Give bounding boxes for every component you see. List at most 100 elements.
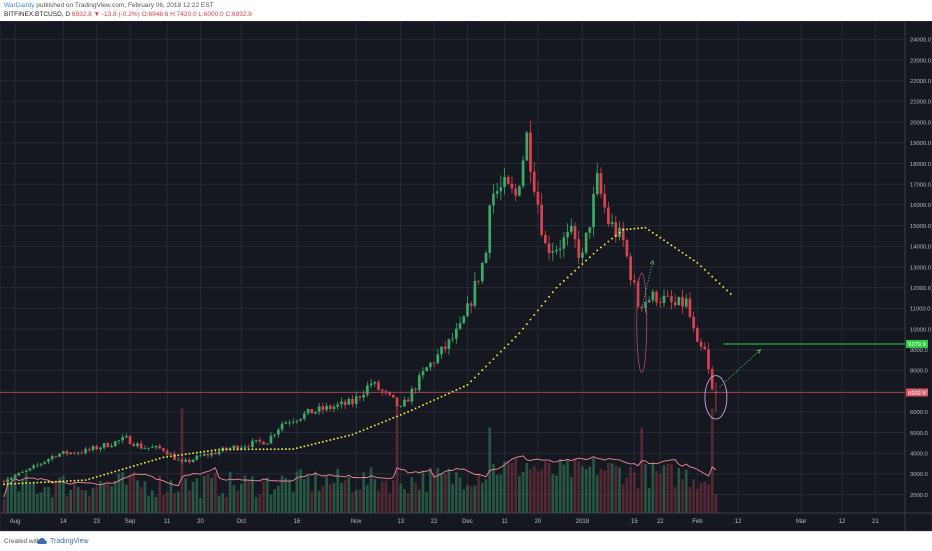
candle-body (566, 231, 569, 238)
candle-body (369, 383, 373, 386)
ma-dot (455, 389, 458, 391)
volume-bar (666, 463, 670, 513)
ma-dot (36, 481, 39, 484)
ma-dot (84, 479, 87, 482)
candle-body (43, 461, 47, 464)
volume-bar (314, 471, 317, 513)
ma-dot (466, 383, 469, 386)
volume-bar (670, 464, 673, 513)
candle-body (165, 450, 169, 455)
volume-bar (236, 490, 239, 513)
ma-dot (199, 451, 202, 454)
ma-dot (433, 399, 436, 401)
ma-dot (625, 228, 628, 231)
volume-bar (551, 474, 555, 513)
ma-dot (677, 249, 680, 252)
candle-body (699, 341, 703, 347)
ma-dot (607, 240, 610, 243)
candle-body (480, 262, 484, 282)
volume-bar (69, 490, 73, 513)
ma-dot (703, 268, 706, 271)
volume-bar (58, 477, 61, 513)
ma-dot (155, 458, 157, 461)
y-tick-label: 17000.0 (910, 182, 931, 188)
candle-body (291, 421, 295, 423)
candle-body (451, 338, 454, 340)
candle-body (243, 446, 247, 448)
volume-bar (265, 477, 269, 513)
volume-bar (499, 474, 503, 513)
candle-body (76, 452, 80, 454)
ma-dot (540, 304, 543, 307)
candle-body (366, 385, 369, 395)
author-link[interactable]: WarDaddy (4, 2, 35, 9)
chart-pane[interactable]: 6932.8 9279.9 2000.0 3000.0 4000.0 5000.0 600… (0, 21, 932, 531)
candle-body (703, 346, 707, 350)
candle-body (206, 454, 210, 456)
volume-bar (217, 496, 221, 513)
ma-dot (425, 402, 428, 405)
candle-body (588, 227, 592, 233)
y-tick-label: 5000.0 (910, 431, 928, 437)
ma-dot (184, 453, 187, 456)
candle-body (65, 451, 69, 454)
candles (2, 120, 718, 484)
volume-bar (188, 490, 191, 513)
candle-body (102, 443, 106, 448)
volume-bar (525, 463, 529, 513)
volume-bar (340, 482, 343, 513)
volume-bar (636, 487, 640, 513)
ma-dot (659, 236, 662, 239)
candle-body (50, 456, 54, 460)
ma-dot (32, 481, 35, 484)
x-tick-label: 2018 (576, 519, 590, 525)
candle-body (169, 453, 173, 455)
ma-dot (206, 450, 209, 452)
ma-dot (674, 246, 677, 249)
ma-dot (414, 407, 417, 410)
ma-dot (329, 439, 332, 441)
volume-bar (414, 482, 417, 513)
ma-dot (273, 448, 276, 451)
price-chart[interactable]: 6932.8 9279.9 2000.0 3000.0 4000.0 5000.0 600… (0, 21, 932, 531)
volume-bar (6, 476, 10, 513)
volume-bar (210, 477, 213, 513)
volume-bars (2, 408, 718, 513)
volume-bar (569, 477, 573, 513)
volume-ma-line (3, 455, 717, 498)
candle-body (336, 404, 340, 407)
y-tick-label: 3000.0 (910, 472, 928, 478)
ma-dot (6, 483, 9, 485)
x-tick-label: 11 (164, 519, 171, 525)
volume-bar (150, 490, 154, 513)
ma-dot (496, 354, 499, 357)
ma-dot (21, 482, 24, 485)
volume-bar (647, 488, 651, 513)
y-tick-label: 9000.0 (910, 348, 928, 354)
ma-dot (459, 387, 462, 390)
candle-body (217, 451, 221, 455)
volume-bar (95, 486, 99, 513)
volume-bar (54, 483, 58, 513)
volume-bar (328, 484, 332, 513)
volume-bar (395, 408, 399, 513)
volume-bar (514, 458, 518, 513)
volume-bar (225, 496, 228, 513)
ma-dot (726, 289, 728, 292)
ma-dot (25, 482, 28, 485)
symbol-label[interactable]: BITFINEX:BTCUSD, D (4, 11, 71, 18)
ma-dot (707, 272, 710, 275)
ma-dot (592, 252, 595, 255)
candle-body (91, 446, 95, 450)
ma-dot (666, 241, 669, 244)
volume-bar (473, 485, 477, 513)
ma-dot (651, 231, 654, 234)
ma-dot (533, 314, 536, 316)
tradingview-logo-text[interactable]: TradingView (50, 538, 89, 545)
volume-bar (173, 492, 176, 513)
ma-dot (29, 481, 31, 484)
ma-dot (618, 231, 621, 234)
volume-bar (162, 495, 165, 513)
ma-dot (177, 454, 180, 457)
y-tick-label: 6000.0 (910, 410, 928, 416)
